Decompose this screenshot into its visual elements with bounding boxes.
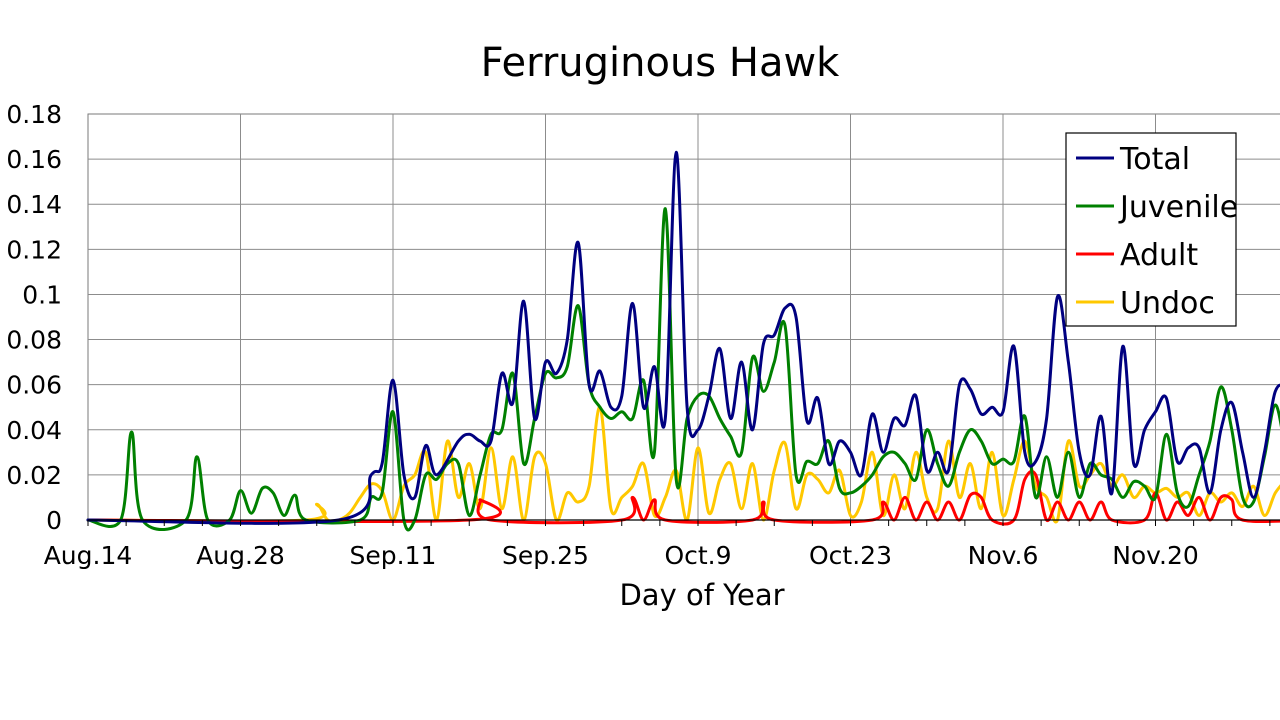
series-line-undoc [86,405,1280,524]
x-tick-label: Oct.23 [809,541,892,570]
y-tick-label: 0.16 [6,145,62,174]
legend-label-adult: Adult [1120,238,1198,273]
y-tick-label: 0.04 [6,416,62,445]
x-tick-label: Sep.25 [502,541,589,570]
y-tick-label: 0.02 [6,461,62,490]
x-axis-label: Day of Year [619,578,784,612]
legend-label-total: Total [1119,142,1190,177]
series-line-adult [86,469,1280,526]
x-tick-label: Sep.11 [350,541,437,570]
legend-label-juvenile: Juvenile [1118,190,1238,225]
y-tick-label: 0.18 [6,100,62,129]
x-axis-ticks: Aug.14 Aug.28 Sep.11 Sep.25 Oct.9 Oct.23 Nov.6… [44,519,1280,570]
series-line-total [86,150,1280,525]
x-tick-label: Aug.28 [196,541,285,570]
x-tick-label: Nov.6 [968,541,1039,570]
legend: Total Juvenile Adult Undoc [1065,132,1238,327]
y-tick-label: 0.06 [6,371,62,400]
x-tick-label: Aug.14 [44,541,133,570]
series-layer [86,150,1280,532]
chart-title: Ferruginous Hawk [481,40,841,86]
y-tick-label: 0 [46,506,62,535]
plot-area [86,113,1280,532]
y-axis-ticks: 0 0.02 0.04 0.06 0.08 0.1 0.12 0.14 0.16 0.18 [6,100,62,535]
series-line-juvenile [86,207,1280,532]
x-tick-label: Nov.20 [1112,541,1199,570]
legend-label-undoc: Undoc [1120,286,1215,321]
x-tick-label: Oct.9 [664,541,731,570]
y-tick-label: 0.08 [6,326,62,355]
y-tick-label: 0.12 [6,235,62,264]
y-tick-label: 0.14 [6,190,62,219]
legend-box [1065,132,1237,327]
y-tick-label: 0.1 [22,280,62,309]
